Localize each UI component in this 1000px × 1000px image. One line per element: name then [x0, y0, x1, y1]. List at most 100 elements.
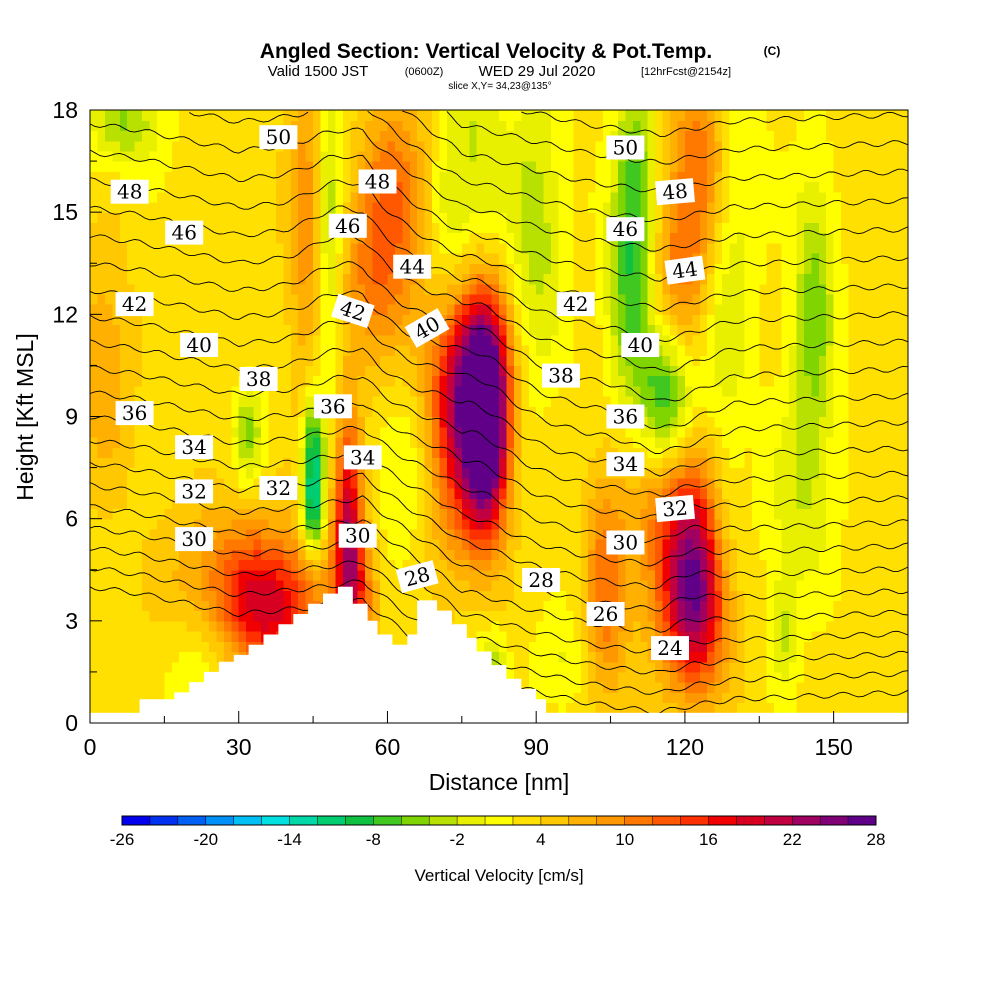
vv-cell — [104, 549, 113, 561]
vv-cell — [662, 457, 671, 469]
vv-cell — [409, 610, 418, 622]
vv-cell — [484, 631, 493, 642]
vv-cell — [104, 477, 113, 489]
vv-cell — [305, 324, 314, 336]
vv-cell — [298, 263, 307, 275]
vv-cell — [506, 559, 515, 571]
vv-cell — [662, 201, 671, 213]
vv-cell — [335, 436, 344, 448]
vv-cell — [454, 498, 463, 510]
vv-cell — [231, 181, 240, 193]
vv-cell — [208, 579, 218, 591]
vv-cell — [156, 447, 165, 458]
vv-cell — [513, 426, 522, 438]
vv-cell — [536, 110, 545, 121]
vv-cell — [588, 334, 597, 346]
vv-cell — [290, 171, 299, 183]
vv-cell — [491, 293, 500, 305]
vv-cell — [216, 651, 225, 663]
vv-cell — [387, 610, 396, 622]
vv-cell — [164, 273, 173, 285]
vv-cell — [655, 620, 664, 632]
vv-cell — [171, 110, 180, 121]
vv-cell — [543, 436, 552, 448]
vv-cell — [164, 171, 173, 183]
vv-cell — [640, 641, 649, 653]
vv-cell — [402, 508, 411, 520]
vv-cell — [677, 406, 686, 418]
vv-cell — [246, 488, 255, 499]
vv-cell — [699, 110, 708, 121]
vv-cell — [320, 171, 329, 183]
vv-cell — [97, 324, 106, 336]
vv-cell — [655, 682, 664, 693]
vv-cell — [655, 539, 664, 550]
vv-cell — [357, 273, 366, 285]
vv-cell — [320, 334, 329, 346]
vv-cell — [506, 569, 515, 581]
vv-cell — [699, 436, 708, 448]
vv-cell — [409, 120, 418, 132]
vv-cell — [283, 171, 292, 183]
vv-cell — [670, 406, 679, 418]
vv-cell — [565, 569, 574, 581]
vv-cell — [208, 600, 218, 612]
vv-cell — [499, 324, 508, 336]
vv-cell — [134, 590, 143, 601]
vv-cell — [476, 467, 485, 479]
vv-cell — [402, 140, 411, 152]
vv-cell — [580, 222, 589, 234]
vv-cell — [223, 140, 232, 152]
vv-cell — [253, 436, 262, 448]
vv-cell — [536, 559, 545, 571]
vv-cell — [231, 549, 240, 561]
vv-cell — [603, 498, 612, 510]
vv-cell — [223, 344, 232, 356]
vv-cell — [194, 508, 203, 520]
vv-cell — [684, 692, 693, 704]
vv-cell — [327, 232, 336, 244]
vv-cell — [350, 365, 359, 377]
vv-cell — [625, 396, 634, 407]
vv-cell — [521, 385, 530, 397]
vv-cell — [171, 549, 180, 561]
vv-cell — [699, 528, 708, 540]
vv-cell — [231, 150, 240, 162]
vv-cell — [119, 324, 128, 336]
vv-cell — [565, 385, 574, 397]
vv-cell — [580, 110, 589, 121]
vv-cell — [528, 477, 537, 489]
vv-cell — [432, 436, 441, 448]
vv-cell — [208, 355, 218, 367]
vv-cell — [305, 436, 314, 448]
vv-cell — [439, 549, 448, 561]
vv-cell — [90, 579, 99, 591]
vv-cell — [357, 590, 366, 601]
vv-cell — [164, 150, 173, 162]
vv-cell — [112, 171, 121, 183]
vv-cell — [238, 416, 247, 428]
vv-cell — [603, 191, 612, 203]
vv-cell — [104, 416, 113, 428]
vv-cell — [112, 528, 121, 540]
vv-cell — [432, 222, 441, 234]
vv-cell — [216, 355, 225, 367]
vv-cell — [365, 549, 374, 561]
vv-cell — [387, 518, 396, 530]
vv-cell — [670, 416, 679, 428]
vv-cell — [573, 110, 582, 121]
vv-cell — [499, 181, 508, 193]
vv-cell — [134, 600, 143, 612]
vv-cell — [238, 447, 247, 458]
vv-cell — [127, 222, 136, 234]
vv-cell — [446, 406, 455, 418]
vv-cell — [127, 610, 136, 622]
vv-cell — [216, 242, 225, 254]
vv-cell — [565, 508, 574, 520]
vv-cell — [588, 212, 597, 223]
vv-cell — [402, 293, 411, 305]
vv-cell — [380, 488, 389, 499]
vv-cell — [112, 110, 121, 121]
vv-cell — [313, 569, 322, 581]
vv-cell — [313, 130, 322, 142]
